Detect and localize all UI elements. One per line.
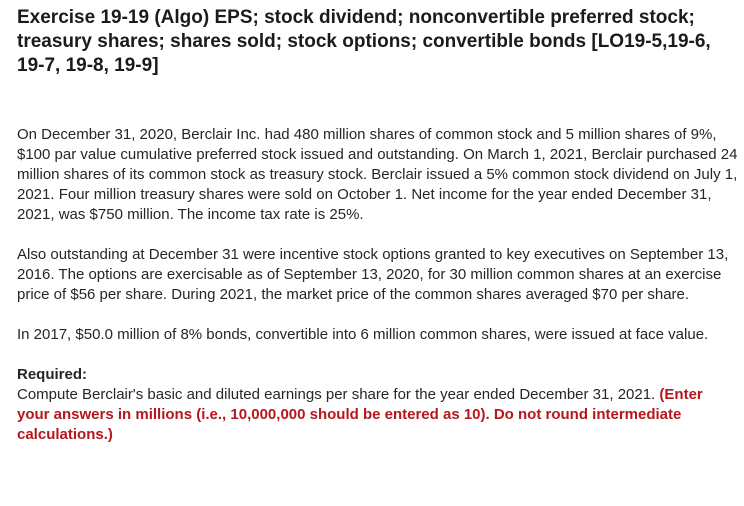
exercise-title: Exercise 19-19 (Algo) EPS; stock dividen…: [17, 7, 711, 76]
required-heading: Required:: [17, 366, 88, 383]
stock-options-paragraph: Also outstanding at December 31 were inc…: [17, 246, 729, 303]
required-text: Compute Berclair's basic and diluted ear…: [17, 386, 656, 403]
convertible-bonds-paragraph: In 2017, $50.0 million of 8% bonds, conv…: [17, 326, 709, 343]
entry-instruction: (Enter your answers in millions (i.e., 1…: [17, 386, 703, 443]
scenario-paragraph: On December 31, 2020, Berclair Inc. had …: [17, 126, 738, 223]
exercise-page: Exercise 19-19 (Algo) EPS; stock dividen…: [17, 6, 739, 445]
required-section: Required: Compute Berclair's basic and d…: [17, 365, 739, 445]
